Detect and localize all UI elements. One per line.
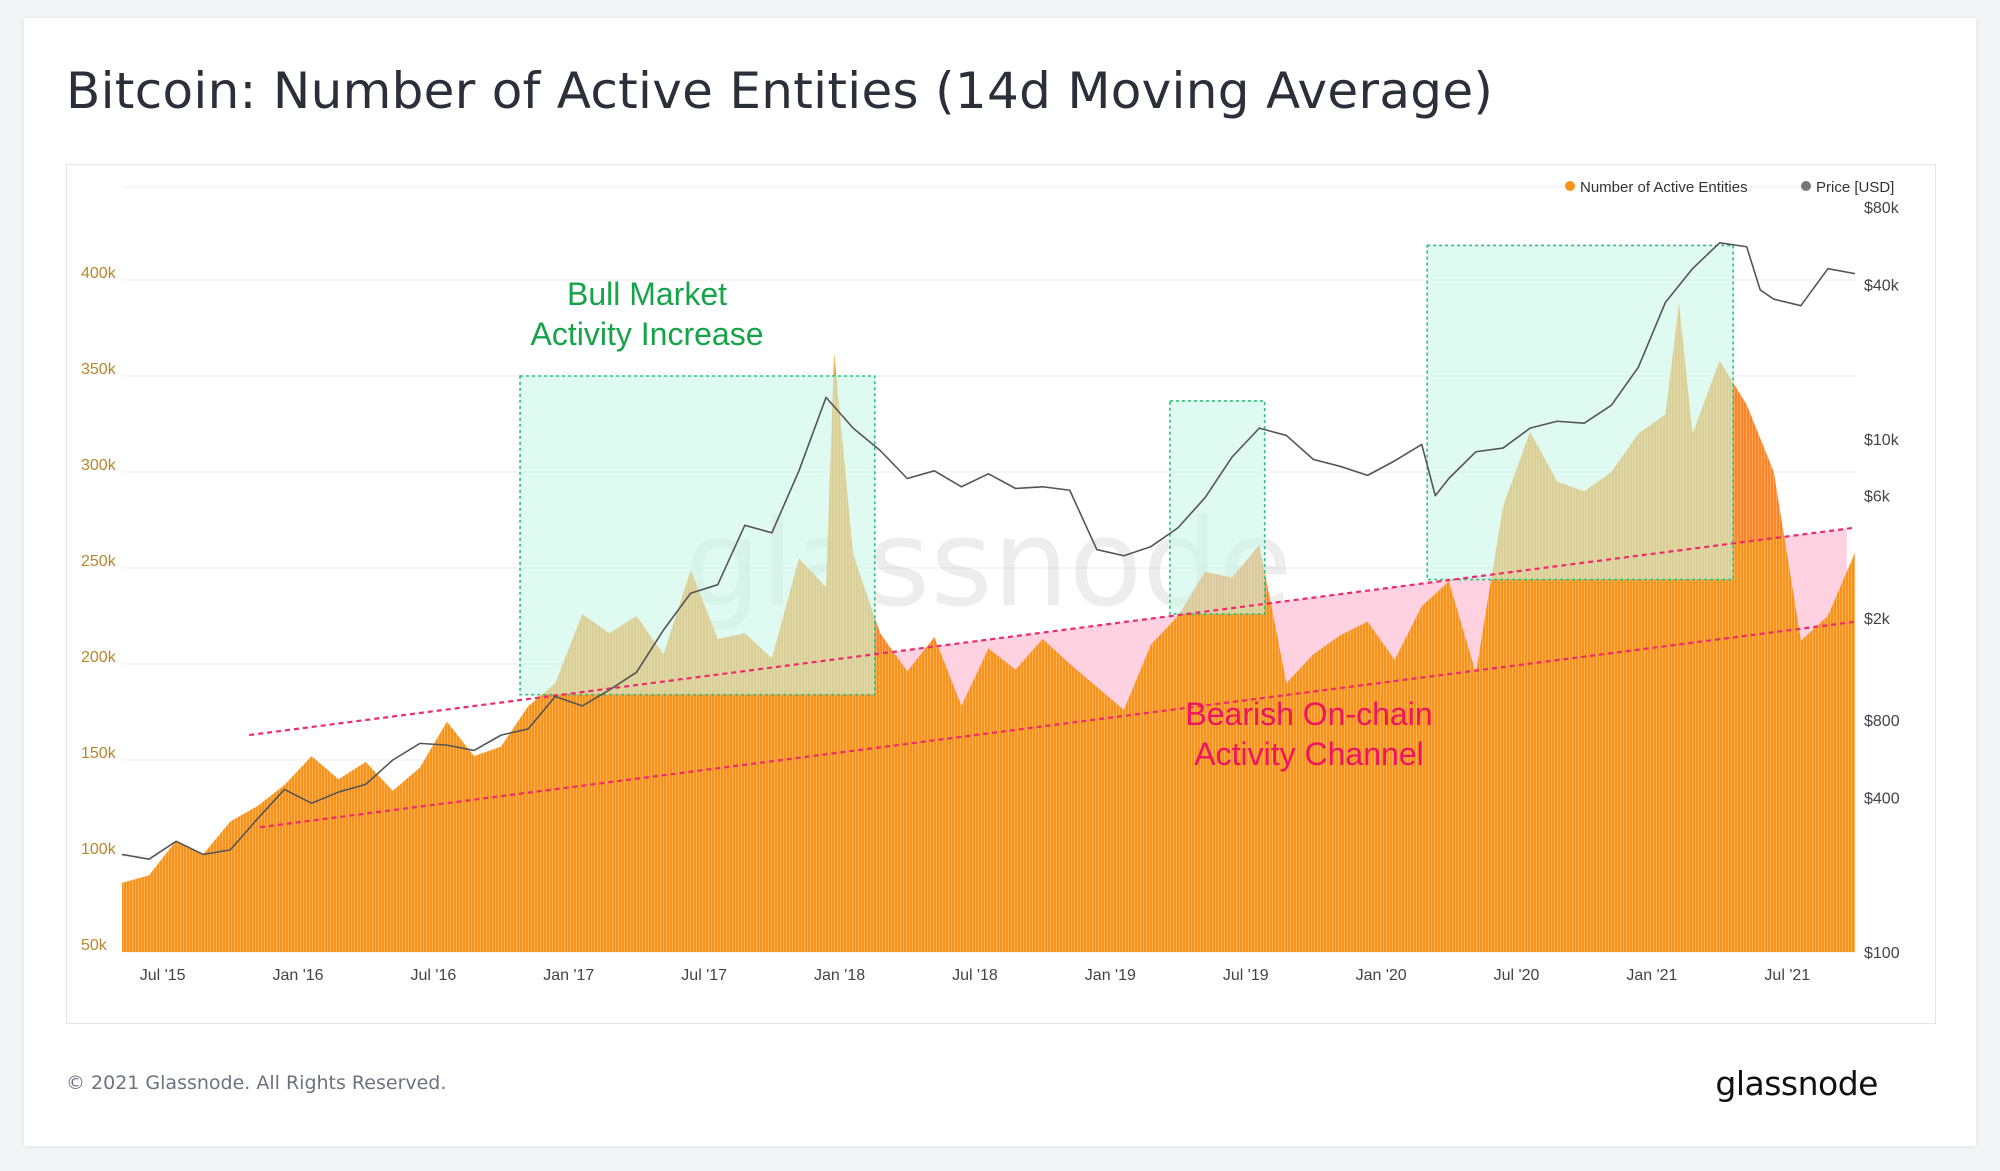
x-axis-tick: Jul '21 [1764, 967, 1810, 984]
right-axis-tick: $100 [1864, 945, 1900, 962]
left-axis-tick: 250k [81, 553, 117, 570]
x-axis-tick: Jul '16 [411, 967, 457, 984]
bear-channel-lower-line [259, 620, 1856, 829]
right-axis-tick: $10k [1864, 432, 1900, 449]
x-axis-tick: Jul '18 [952, 967, 998, 984]
bull-region-2 [1169, 400, 1265, 615]
right-axis-tick: $800 [1864, 713, 1900, 730]
x-axis-tick: Jan '16 [272, 967, 323, 984]
x-axis-tick: Jan '20 [1356, 967, 1407, 984]
x-axis-tick: Jan '17 [543, 967, 594, 984]
left-axis-tick: 350k [81, 361, 117, 378]
page-title: Bitcoin: Number of Active Entities (14d … [66, 62, 1494, 120]
left-axis-tick: 150k [81, 745, 117, 762]
legend-label-price: Price [USD] [1816, 179, 1894, 196]
plot-frame: glassnode Bull Market Activity Increase Bea… [66, 164, 1936, 1024]
bull-region-border-2 [1169, 400, 1266, 615]
bull-region-border-3 [1426, 244, 1734, 581]
footer-brand-logo: glassnode [1715, 1064, 1878, 1103]
right-axis-tick: $40k [1864, 277, 1900, 294]
bear-annotation-line-1: Bearish On-chain [1185, 696, 1432, 732]
bear-annotation-line-2: Activity Channel [1194, 736, 1423, 772]
legend-swatch-entities [1565, 181, 1575, 191]
legend-label-entities: Number of Active Entities [1580, 179, 1748, 196]
x-axis-tick: Jul '15 [140, 967, 186, 984]
left-axis-tick: 100k [81, 841, 117, 858]
right-axis-tick: $400 [1864, 790, 1900, 807]
footer-copyright: © 2021 Glassnode. All Rights Reserved. [66, 1072, 447, 1094]
legend-swatch-price [1801, 181, 1811, 191]
x-axis-tick: Jul '20 [1494, 967, 1540, 984]
x-axis-tick: Jan '19 [1085, 967, 1136, 984]
x-axis-tick: Jul '19 [1223, 967, 1269, 984]
bull-annotation-line-2: Activity Increase [531, 316, 764, 352]
bull-region-1 [520, 376, 875, 695]
left-axis-tick: 200k [81, 649, 117, 666]
left-axis-tick: 50k [81, 937, 108, 954]
left-axis-tick: 300k [81, 457, 117, 474]
right-axis-tick: $80k [1864, 200, 1900, 217]
x-axis-tick: Jan '21 [1626, 967, 1677, 984]
left-axis-tick: 400k [81, 265, 117, 282]
x-axis-tick: Jan '18 [814, 967, 865, 984]
x-axis-tick: Jul '17 [681, 967, 727, 984]
bull-region-3 [1427, 245, 1734, 580]
right-axis-tick: $6k [1864, 489, 1891, 506]
bull-annotation-line-1: Bull Market [567, 276, 727, 312]
right-axis-tick: $2k [1864, 611, 1891, 628]
price-line [121, 242, 1856, 860]
